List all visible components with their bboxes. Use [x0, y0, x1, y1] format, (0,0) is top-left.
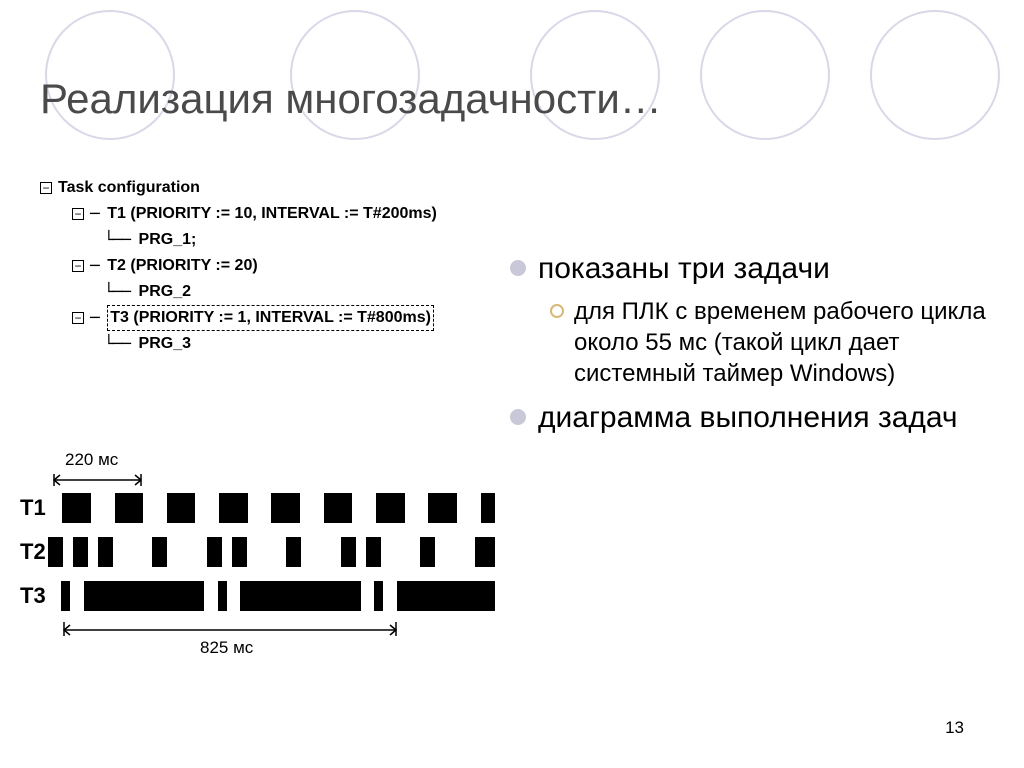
timeline-segment [204, 581, 217, 611]
timeline-segment [222, 537, 232, 567]
bullet-main: показаны три задачи [510, 250, 990, 288]
bullet-dot-icon [510, 409, 526, 425]
timeline-segment [361, 581, 374, 611]
tree-task-label: T3 (PRIORITY := 1, INTERVAL := T#800ms) [107, 305, 434, 331]
timeline-segment [435, 537, 475, 567]
tree-prg-label: PRG_3 [139, 332, 191, 356]
timeline-segment [428, 493, 457, 523]
tree-collapse-icon: − [72, 312, 84, 324]
decorative-circle [700, 10, 830, 140]
timeline-segment [232, 537, 247, 567]
tree-root-label: Task configuration [58, 176, 200, 200]
bullet-sub-text: для ПЛК с временем рабочего цикла около … [574, 296, 990, 390]
tree-collapse-icon: − [72, 260, 84, 272]
timeline-row: T2 [20, 534, 495, 570]
timeline-top-label: 220 мс [65, 450, 118, 470]
timeline-segment [73, 537, 88, 567]
timeline-segment [301, 537, 341, 567]
timeline-segment [48, 581, 61, 611]
timeline-segment [195, 493, 219, 523]
timeline-segment [271, 493, 300, 523]
timeline-segment [300, 493, 324, 523]
timeline-segment [70, 581, 83, 611]
timeline-segment [475, 537, 495, 567]
bullet-dot-icon [510, 260, 526, 276]
timeline-segment [88, 537, 98, 567]
tree-collapse-icon: − [72, 208, 84, 220]
timeline-segment [63, 537, 73, 567]
tree-prg-label: PRG_1; [139, 228, 197, 252]
timeline-bottom-arrow [60, 622, 400, 638]
tree-prg-label: PRG_2 [139, 280, 191, 304]
timeline-track-label: T3 [20, 583, 48, 609]
timeline-segment [98, 537, 113, 567]
timeline-segment [420, 537, 435, 567]
timeline-segment [62, 493, 91, 523]
bullet-main: диаграмма выполнения задач [510, 399, 990, 437]
timeline-segment [374, 581, 383, 611]
timeline-segment [84, 581, 205, 611]
timeline-row: T1 [20, 490, 495, 526]
timeline-segment [219, 493, 248, 523]
timeline-segment [218, 581, 227, 611]
timeline-bottom-label: 825 мс [200, 638, 253, 658]
timeline-segment [115, 493, 144, 523]
tree-task-label: T2 (PRIORITY := 20) [107, 254, 257, 278]
decorative-circle [870, 10, 1000, 140]
timeline-top-arrow [50, 472, 145, 488]
timeline-diagram: T1 T2 T3 [20, 490, 495, 622]
timeline-track [48, 581, 495, 611]
timeline-segment [324, 493, 353, 523]
task-config-tree: − Task configuration −─ T1 (PRIORITY := … [40, 175, 437, 357]
bullet-ring-icon [550, 304, 564, 318]
timeline-track [48, 493, 495, 523]
timeline-segment [366, 537, 381, 567]
timeline-track-label: T1 [20, 495, 48, 521]
bullet-sub: для ПЛК с временем рабочего цикла около … [550, 296, 990, 390]
timeline-segment [376, 493, 405, 523]
timeline-segment [352, 493, 376, 523]
timeline-segment [48, 493, 62, 523]
timeline-row: T3 [20, 578, 495, 614]
timeline-segment [152, 537, 167, 567]
timeline-segment [341, 537, 356, 567]
timeline-segment [405, 493, 429, 523]
timeline-segment [381, 537, 421, 567]
timeline-segment [356, 537, 366, 567]
timeline-track [48, 537, 495, 567]
timeline-track-label: T2 [20, 539, 48, 565]
timeline-segment [207, 537, 222, 567]
timeline-segment [457, 493, 481, 523]
timeline-segment [113, 537, 153, 567]
page-number: 13 [945, 718, 964, 738]
timeline-segment [248, 493, 272, 523]
timeline-segment [247, 537, 287, 567]
bullet-text: показаны три задачи [538, 250, 830, 288]
bullet-text: диаграмма выполнения задач [538, 399, 958, 437]
timeline-segment [286, 537, 301, 567]
timeline-segment [167, 493, 196, 523]
timeline-segment [48, 537, 63, 567]
bullet-list: показаны три задачи для ПЛК с временем ра… [510, 250, 990, 445]
timeline-segment [383, 581, 396, 611]
tree-collapse-icon: − [40, 182, 52, 194]
slide-title: Реализация многозадачности… [40, 75, 662, 123]
timeline-segment [61, 581, 70, 611]
timeline-segment [481, 493, 495, 523]
timeline-segment [397, 581, 495, 611]
timeline-segment [240, 581, 361, 611]
tree-task-label: T1 (PRIORITY := 10, INTERVAL := T#200ms) [107, 202, 437, 226]
timeline-segment [227, 581, 240, 611]
timeline-segment [143, 493, 167, 523]
timeline-segment [167, 537, 207, 567]
timeline-segment [91, 493, 115, 523]
